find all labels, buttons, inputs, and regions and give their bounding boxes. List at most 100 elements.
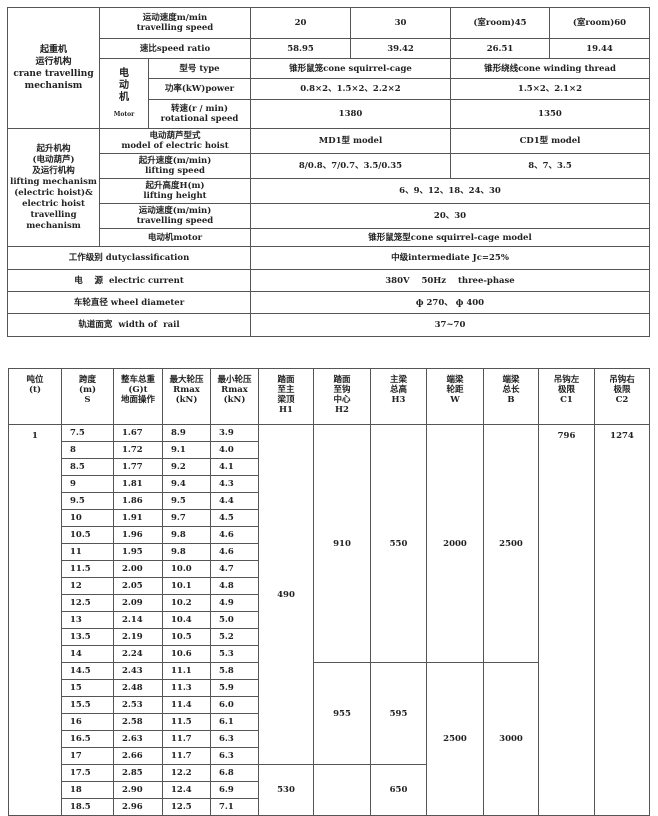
span-cell: 17	[61, 747, 114, 765]
min-wheel-load-cell: 5.3	[210, 645, 259, 663]
hoist-motor-label: 电动机motor	[99, 228, 251, 247]
h2-cell: 955	[313, 662, 371, 765]
weight-cell: 1.86	[113, 492, 163, 510]
lift-speed-a: 8/0.8、7/0.7、3.5/0.35	[250, 153, 451, 179]
h1-cell: 490	[258, 424, 314, 765]
weight-cell: 2.43	[113, 662, 163, 680]
column-header: 端梁 总长 B	[483, 368, 539, 425]
hoist-group: 起升机构 (电动葫芦) 及运行机构 lifting mechanism (ele…	[7, 128, 100, 247]
motor-group: 电 动 机 Motor	[99, 58, 149, 129]
min-wheel-load-cell: 4.7	[210, 560, 259, 578]
table-row: 11.5 2.00 10.0 4.7	[9, 560, 650, 578]
rot-b: 1350	[450, 99, 650, 129]
power-label: 功率(kW)power	[148, 78, 251, 100]
rail: 37~70	[250, 313, 650, 337]
span-cell: 11	[61, 543, 114, 561]
hoist-model-label: 电动葫芦型式 model of electric hoist	[99, 128, 251, 154]
weight-cell: 1.95	[113, 543, 163, 561]
span-cell: 10	[61, 509, 114, 527]
max-wheel-load-cell: 9.2	[162, 458, 211, 476]
max-wheel-load-cell: 12.4	[162, 781, 211, 799]
max-wheel-load-cell: 12.2	[162, 764, 211, 782]
max-wheel-load-cell: 11.3	[162, 679, 211, 697]
b-cell: 3000	[483, 662, 539, 816]
max-wheel-load-cell: 11.7	[162, 730, 211, 748]
table-row: 15.5 2.53 11.4 6.0	[9, 696, 650, 714]
min-wheel-load-cell: 4.4	[210, 492, 259, 510]
span-cell: 8	[61, 441, 114, 459]
column-header: 跨度 (m) S	[61, 368, 114, 425]
table-row: 1 7.5 1.67 8.9 3.9 490 910 550 2000 2500 796 1274	[8, 424, 650, 816]
table-row: 10 1.91 9.7 4.5	[9, 509, 650, 527]
hoist-travel-label: 运动速度(m/min) travelling speed	[99, 203, 251, 229]
table-row: 18 2.90 12.4 6.9	[9, 781, 650, 799]
current: 380V 50Hz three-phase	[250, 269, 650, 292]
travel-speed-label: 运动速度m/min travelling speed	[99, 7, 251, 39]
duty: 中级intermediate Jc=25%	[250, 246, 650, 270]
tonnage-cell: 1	[8, 424, 62, 816]
column-header: 整车总重 (G)t 地面操作	[113, 368, 163, 425]
motor-cn: 电 动 机	[119, 67, 129, 103]
max-wheel-load-cell: 10.2	[162, 594, 211, 612]
max-wheel-load-cell: 10.6	[162, 645, 211, 663]
min-wheel-load-cell: 6.3	[210, 730, 259, 748]
min-wheel-load-cell: 4.3	[210, 475, 259, 493]
span-cell: 16.5	[61, 730, 114, 748]
crane-travelling-group: 起重机 运行机构 crane travelling mechanism	[7, 7, 100, 129]
wheel-label: 车轮直径 wheel diameter	[7, 291, 251, 314]
weight-cell: 2.14	[113, 611, 163, 629]
w-cell: 2000	[426, 424, 484, 663]
weight-cell: 1.96	[113, 526, 163, 544]
h3-cell: 650	[370, 764, 427, 816]
max-wheel-load-cell: 10.4	[162, 611, 211, 629]
dimension-table: 吨位 (t) 跨度 (m) S 整车总重 (G)t 地面操作 最大轮压 Rmax (k…	[8, 368, 650, 816]
span-cell: 16	[61, 713, 114, 731]
ratio-2: 39.42	[350, 38, 451, 59]
min-wheel-load-cell: 4.9	[210, 594, 259, 612]
c1-cell: 796	[538, 424, 595, 816]
min-wheel-load-cell: 6.9	[210, 781, 259, 799]
weight-cell: 2.63	[113, 730, 163, 748]
rail-label: 轨道面宽 width of rail	[7, 313, 251, 337]
span-cell: 15	[61, 679, 114, 697]
min-wheel-load-cell: 4.6	[210, 543, 259, 561]
lift-speed-label: 起升速度(m/min) lifting speed	[99, 153, 251, 179]
max-wheel-load-cell: 10.0	[162, 560, 211, 578]
weight-cell: 2.05	[113, 577, 163, 595]
power-a: 0.8×2、1.5×2、2.2×2	[250, 78, 451, 100]
weight-cell: 1.81	[113, 475, 163, 493]
span-cell: 14	[61, 645, 114, 663]
span-cell: 17.5	[61, 764, 114, 782]
min-wheel-load-cell: 4.5	[210, 509, 259, 527]
weight-cell: 1.72	[113, 441, 163, 459]
span-cell: 18	[61, 781, 114, 799]
column-header: 吊钩右 极限 C2	[594, 368, 650, 425]
max-wheel-load-cell: 11.5	[162, 713, 211, 731]
hoist-model-a: MD1型 model	[250, 128, 451, 154]
span-cell: 12.5	[61, 594, 114, 612]
span-cell: 14.5	[61, 662, 114, 680]
min-wheel-load-cell: 3.9	[210, 424, 259, 442]
weight-cell: 2.00	[113, 560, 163, 578]
weight-cell: 2.96	[113, 798, 163, 816]
weight-cell: 2.58	[113, 713, 163, 731]
column-header: 踏面 至主 梁顶 H1	[258, 368, 314, 425]
span-cell: 18.5	[61, 798, 114, 816]
weight-cell: 1.91	[113, 509, 163, 527]
span-cell: 13	[61, 611, 114, 629]
max-wheel-load-cell: 11.4	[162, 696, 211, 714]
weight-cell: 2.48	[113, 679, 163, 697]
span-cell: 7.5	[61, 424, 114, 442]
table-row: 12.5 2.09 10.2 4.9	[9, 594, 650, 612]
max-wheel-load-cell: 9.4	[162, 475, 211, 493]
weight-cell: 2.24	[113, 645, 163, 663]
max-wheel-load-cell: 12.5	[162, 798, 211, 816]
max-wheel-load-cell: 10.5	[162, 628, 211, 646]
table-row: 16 2.58 11.5 6.1	[9, 713, 650, 731]
weight-cell: 2.85	[113, 764, 163, 782]
ratio-1: 58.95	[250, 38, 351, 59]
h3-cell: 550	[370, 424, 427, 663]
column-header: 最小轮压 Rmax (kN)	[210, 368, 259, 425]
weight-cell: 2.19	[113, 628, 163, 646]
column-header: 踏面 至钩 中心 H2	[313, 368, 371, 425]
